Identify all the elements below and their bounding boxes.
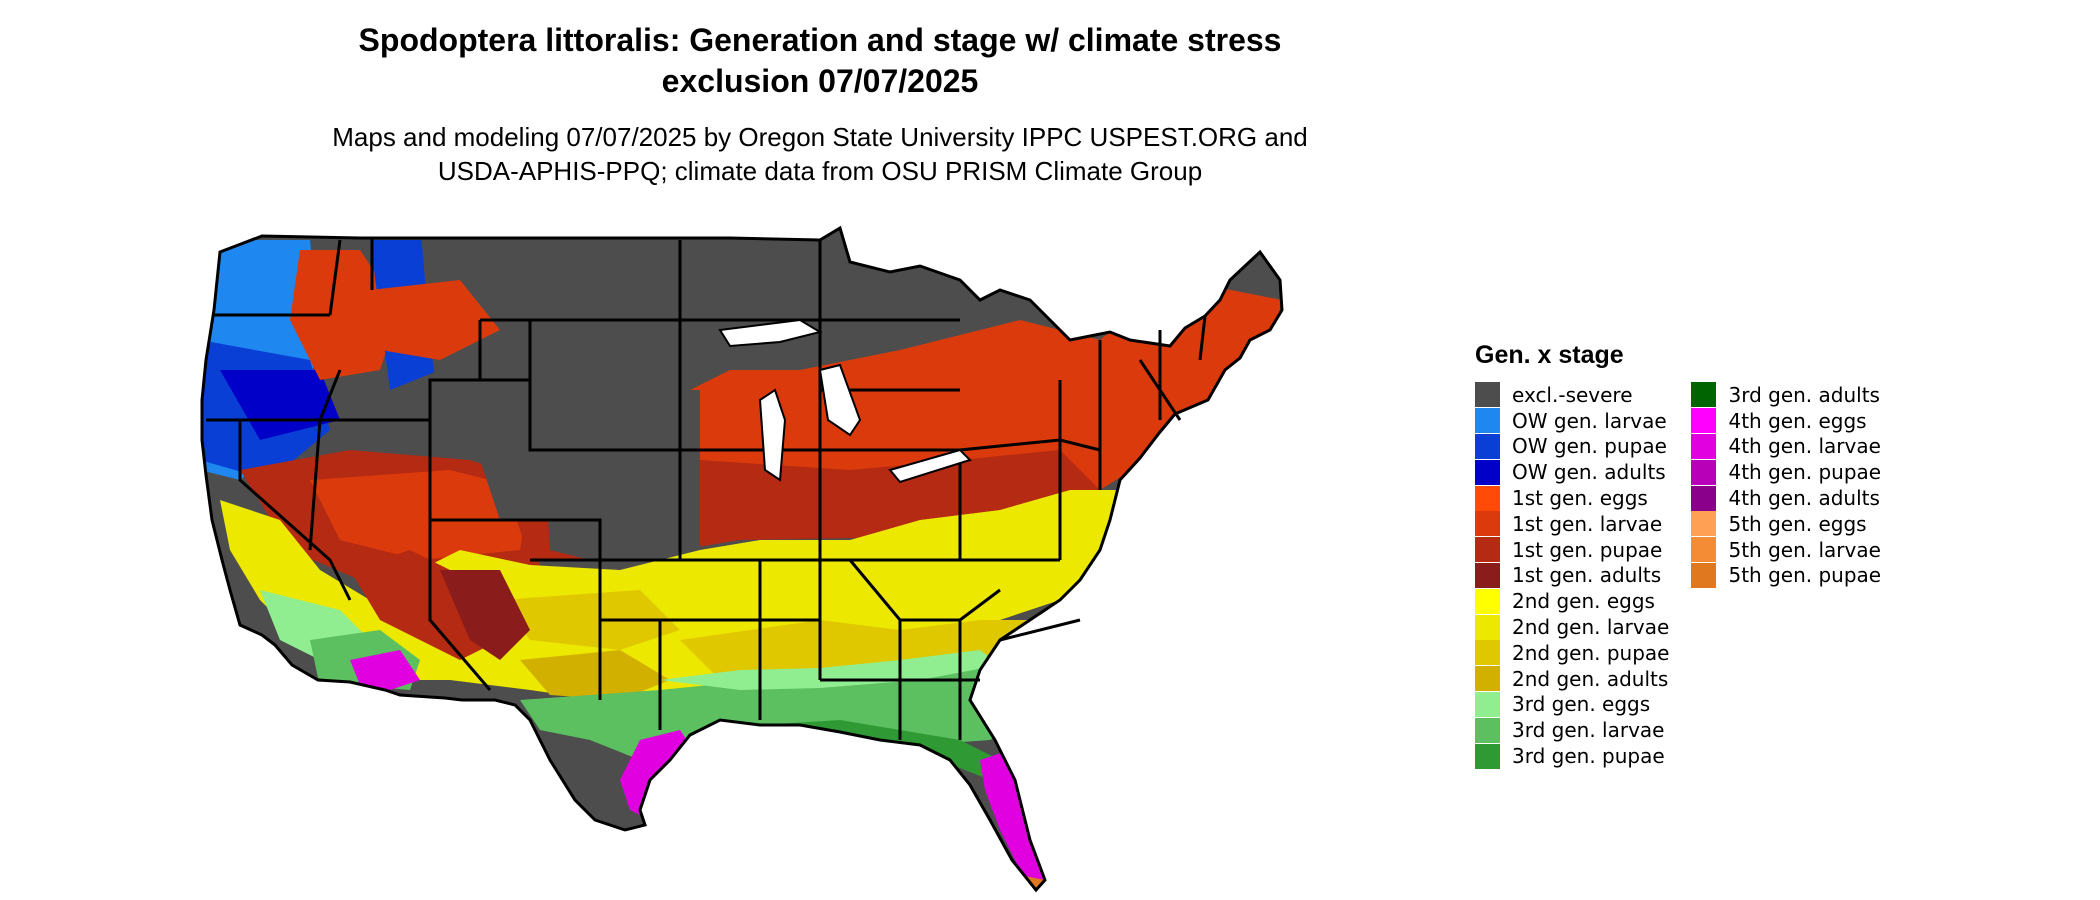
zone-4th-larvae-az — [350, 650, 420, 690]
legend-item: 3rd gen. pupae — [1475, 743, 1669, 769]
legend-item: OW gen. pupae — [1475, 433, 1669, 460]
legend-swatch — [1475, 459, 1500, 485]
zone-3rd-larvae-south — [520, 640, 1040, 760]
zone-excluded-north — [420, 228, 1200, 520]
legend-label: OW gen. adults — [1512, 460, 1666, 485]
legend-item: OW gen. larvae — [1475, 408, 1669, 434]
legend-swatch — [1691, 485, 1717, 511]
legend-columns: excl.-severe OW gen. larvae OW gen. pupae O… — [1475, 382, 1881, 769]
legend-swatch — [1691, 511, 1717, 537]
zone-excluded-colorado — [540, 390, 700, 565]
legend-label: 5th gen. larvae — [1728, 537, 1881, 562]
zone-2nd-adults — [520, 650, 670, 700]
legend-label: 3rd gen. larvae — [1512, 718, 1665, 743]
legend-item: 1st gen. larvae — [1475, 511, 1669, 537]
legend-item: 5th gen. eggs — [1691, 511, 1881, 537]
legend-label: 3rd gen. adults — [1728, 382, 1880, 407]
legend-label: 2nd gen. adults — [1512, 666, 1669, 691]
legend-column-1: excl.-severe OW gen. larvae OW gen. pupae O… — [1475, 382, 1669, 769]
legend-item: 2nd gen. adults — [1475, 666, 1669, 692]
legend-label: 5th gen. pupae — [1728, 563, 1882, 588]
legend-label: 1st gen. larvae — [1512, 511, 1663, 536]
legend-item: 4th gen. pupae — [1691, 459, 1881, 485]
legend-item: 3rd gen. larvae — [1475, 717, 1669, 743]
legend-item: 1st gen. adults — [1475, 562, 1669, 589]
legend-item: 2nd gen. pupae — [1475, 640, 1669, 666]
legend-label: 1st gen. adults — [1512, 563, 1662, 588]
legend-swatch — [1475, 691, 1500, 717]
legend-swatch — [1475, 382, 1500, 408]
legend-swatch — [1475, 717, 1500, 743]
zone-1st-larvae-nv — [310, 470, 530, 560]
title-line-1: Spodoptera littoralis: Generation and st… — [358, 22, 1282, 58]
legend-swatch — [1475, 588, 1500, 614]
legend-label: excl.-severe — [1512, 382, 1633, 407]
legend-label: 3rd gen. pupae — [1512, 744, 1665, 769]
legend-swatch — [1475, 666, 1500, 692]
legend-swatch — [1691, 382, 1717, 408]
legend-swatch — [1691, 433, 1717, 459]
legend-swatch — [1475, 537, 1500, 563]
legend-swatch — [1475, 743, 1500, 769]
legend-label: 4th gen. larvae — [1728, 434, 1881, 459]
map-title: Spodoptera littoralis: Generation and st… — [240, 20, 1400, 102]
zone-2nd-pupae — [500, 590, 680, 650]
legend-item: OW gen. adults — [1475, 459, 1669, 485]
legend-swatch — [1475, 640, 1500, 666]
legend-label: 4th gen. eggs — [1728, 408, 1867, 433]
legend-swatch — [1691, 459, 1717, 485]
legend-label: 2nd gen. larvae — [1512, 615, 1670, 640]
legend-swatch — [1475, 485, 1500, 511]
legend-label: 2nd gen. pupae — [1512, 640, 1670, 665]
legend-label: 4th gen. pupae — [1728, 460, 1882, 485]
subtitle-line-1: Maps and modeling 07/07/2025 by Oregon S… — [332, 122, 1308, 152]
legend-item: 1st gen. pupae — [1475, 537, 1669, 563]
legend-label: 1st gen. pupae — [1512, 537, 1663, 562]
state-borders — [200, 225, 1284, 893]
legend-item: 2nd gen. eggs — [1475, 588, 1669, 614]
title-line-2: exclusion 07/07/2025 — [661, 63, 979, 99]
zone-4th-larvae-fl — [980, 750, 1045, 885]
zone-1st-larvae-wyoming — [370, 280, 500, 360]
legend-swatch — [1475, 562, 1500, 588]
legend-item: 1st gen. eggs — [1475, 485, 1669, 511]
legend-label: 4th gen. adults — [1728, 486, 1880, 511]
legend-swatch — [1475, 408, 1500, 434]
legend-item: 4th gen. adults — [1691, 485, 1881, 511]
legend-swatch — [1475, 511, 1500, 537]
legend-column-2: 3rd gen. adults 4th gen. eggs 4th gen. lar… — [1691, 382, 1881, 769]
legend-item: 4th gen. eggs — [1691, 408, 1881, 434]
legend-label: OW gen. pupae — [1512, 434, 1667, 459]
zone-ow-adults — [220, 370, 340, 440]
legend-title: Gen. x stage — [1475, 341, 1624, 369]
legend-item: 4th gen. larvae — [1691, 433, 1881, 460]
legend-item: 2nd gen. larvae — [1475, 614, 1669, 640]
legend: Gen. x stage excl.-severe OW gen. larvae O… — [1475, 340, 1881, 769]
legend-swatch — [1475, 614, 1500, 640]
zone-1st-adults-nm — [440, 570, 530, 660]
legend-swatch — [1475, 433, 1500, 459]
legend-item: 3rd gen. eggs — [1475, 691, 1669, 718]
legend-label: OW gen. larvae — [1512, 408, 1667, 433]
legend-item: excl.-severe — [1475, 382, 1669, 408]
legend-swatch — [1691, 537, 1717, 563]
legend-item: 3rd gen. adults — [1691, 382, 1881, 408]
legend-swatch — [1691, 562, 1717, 588]
map-subtitle: Maps and modeling 07/07/2025 by Oregon S… — [240, 120, 1400, 188]
legend-label: 1st gen. eggs — [1512, 486, 1648, 511]
legend-swatch — [1691, 408, 1717, 434]
us-phenology-map — [200, 225, 1284, 893]
legend-label: 3rd gen. eggs — [1512, 692, 1651, 717]
subtitle-line-2: USDA-APHIS-PPQ; climate data from OSU PR… — [437, 156, 1203, 186]
legend-label: 2nd gen. eggs — [1512, 589, 1655, 614]
legend-label: 5th gen. eggs — [1728, 511, 1867, 536]
great-lakes — [718, 318, 972, 484]
legend-item: 5th gen. pupae — [1691, 562, 1882, 589]
legend-item: 5th gen. larvae — [1691, 537, 1881, 563]
